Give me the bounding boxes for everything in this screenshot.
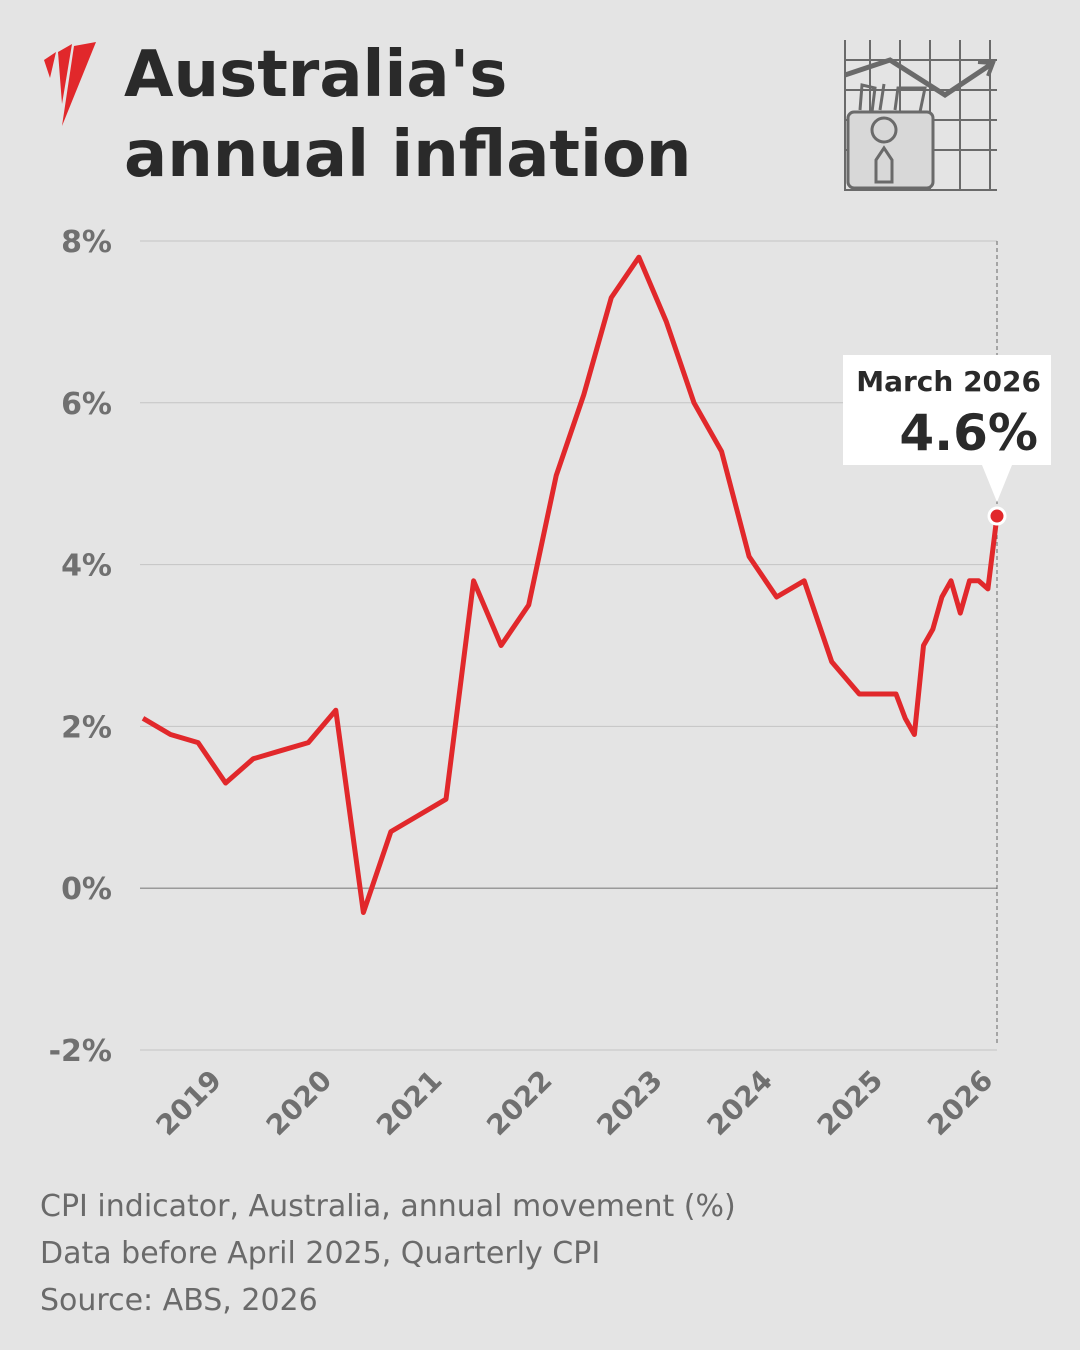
note: Data before April 2025, Quarterly CPI bbox=[40, 1236, 600, 1271]
note: CPI indicator, Australia, annual movemen… bbox=[40, 1189, 736, 1224]
y-tick-label: 4% bbox=[61, 549, 112, 584]
chart-title: annual inflation bbox=[124, 118, 691, 192]
note: Source: ABS, 2026 bbox=[40, 1283, 318, 1318]
y-tick-label: 8% bbox=[61, 225, 112, 260]
annotation-box bbox=[843, 355, 1051, 503]
icon bbox=[844, 40, 997, 191]
y-tick-label: 0% bbox=[61, 872, 112, 907]
chart-title: Australia's bbox=[124, 38, 507, 112]
y-tick-label: 6% bbox=[61, 387, 112, 422]
y-tick-label: 2% bbox=[61, 710, 112, 745]
annotation-title: March 2026 bbox=[856, 365, 1041, 398]
logo bbox=[44, 42, 96, 126]
point bbox=[987, 506, 1007, 526]
annotation-value: 4.6% bbox=[899, 404, 1038, 462]
y-tick-label: -2% bbox=[49, 1034, 112, 1069]
line bbox=[141, 254, 1000, 915]
